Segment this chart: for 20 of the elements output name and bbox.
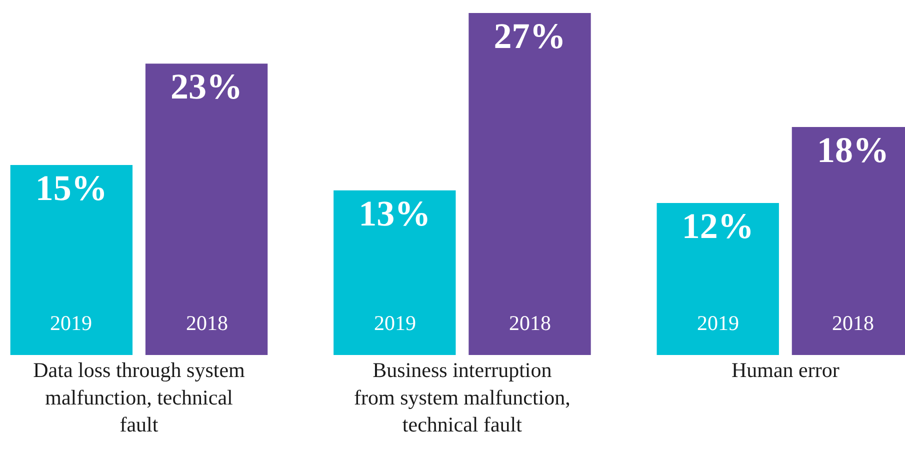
series-label: 2018 (186, 311, 228, 335)
text: 2018 (832, 311, 874, 335)
data-label: 13% (358, 193, 431, 234)
bar (468, 13, 591, 355)
x-tick-label: Business interruption from system malfunction, technical fault (354, 358, 570, 437)
text: 2019 (374, 311, 416, 335)
data-label: 12% (682, 206, 754, 246)
bar (145, 64, 268, 355)
bar (10, 165, 133, 355)
text: 2018 (509, 311, 551, 335)
bar (334, 190, 456, 355)
x-tick-label: Human error (731, 358, 840, 382)
data-label: 23% (170, 66, 243, 107)
text: 2019 (697, 311, 739, 335)
data-label: 15% (35, 168, 108, 208)
x-tick-label: Data loss through system malfunction, technical fault (33, 358, 245, 437)
data-label: 27% (494, 16, 566, 56)
series-label: 2019 (50, 311, 92, 335)
bar (656, 203, 779, 355)
data-label: 18% (816, 130, 889, 170)
